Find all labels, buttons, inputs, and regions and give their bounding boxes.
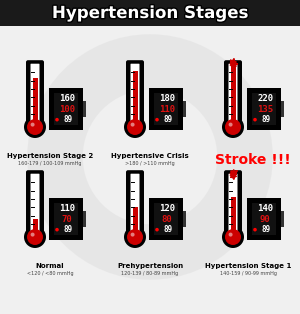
FancyBboxPatch shape xyxy=(247,198,281,240)
Text: 89: 89 xyxy=(164,115,173,124)
FancyBboxPatch shape xyxy=(224,170,242,236)
Circle shape xyxy=(225,229,241,245)
Text: 120-139 / 80-89 mmHg: 120-139 / 80-89 mmHg xyxy=(122,271,178,276)
FancyBboxPatch shape xyxy=(26,60,44,126)
Text: Hypertension Stage 2: Hypertension Stage 2 xyxy=(7,153,93,159)
Circle shape xyxy=(253,228,257,231)
Circle shape xyxy=(222,116,244,138)
Bar xyxy=(154,93,178,125)
Text: 89: 89 xyxy=(64,225,73,234)
FancyBboxPatch shape xyxy=(130,64,140,123)
Text: 120: 120 xyxy=(159,204,175,213)
Circle shape xyxy=(27,119,43,135)
Text: 89: 89 xyxy=(64,115,73,124)
Circle shape xyxy=(155,118,159,122)
Bar xyxy=(252,203,276,235)
FancyBboxPatch shape xyxy=(149,198,183,240)
Bar xyxy=(0,0,300,26)
Text: 220: 220 xyxy=(257,94,273,103)
Text: 160: 160 xyxy=(59,94,75,103)
Bar xyxy=(230,64,236,122)
Bar xyxy=(281,211,284,227)
Circle shape xyxy=(24,226,46,248)
Circle shape xyxy=(31,122,34,127)
Bar xyxy=(83,101,86,116)
Circle shape xyxy=(27,229,43,245)
Circle shape xyxy=(127,229,143,245)
Circle shape xyxy=(127,119,143,135)
Circle shape xyxy=(130,233,135,237)
Text: 100: 100 xyxy=(59,105,75,113)
Text: 140-159 / 90-99 mmHg: 140-159 / 90-99 mmHg xyxy=(220,271,277,276)
Text: Normal: Normal xyxy=(36,263,64,269)
Text: 90: 90 xyxy=(260,214,271,224)
Bar xyxy=(133,71,137,122)
Bar xyxy=(183,101,186,116)
Bar xyxy=(281,101,284,116)
Text: Hypertension Stage 1: Hypertension Stage 1 xyxy=(205,263,291,269)
Text: 135: 135 xyxy=(257,105,273,113)
Circle shape xyxy=(130,122,135,127)
Bar xyxy=(230,197,236,232)
Bar xyxy=(183,211,186,227)
Circle shape xyxy=(222,226,244,248)
Text: 70: 70 xyxy=(62,214,73,224)
FancyBboxPatch shape xyxy=(149,88,183,130)
Text: 89: 89 xyxy=(262,115,271,124)
Circle shape xyxy=(253,118,257,122)
Circle shape xyxy=(31,233,34,237)
Text: 160-179 / 100-109 mmHg: 160-179 / 100-109 mmHg xyxy=(18,161,82,166)
Circle shape xyxy=(55,228,59,231)
Bar xyxy=(133,207,137,232)
Bar xyxy=(54,203,78,235)
Circle shape xyxy=(124,226,146,248)
FancyBboxPatch shape xyxy=(247,88,281,130)
Bar xyxy=(32,219,38,232)
FancyBboxPatch shape xyxy=(224,60,242,126)
Text: 140: 140 xyxy=(257,204,273,213)
Text: 89: 89 xyxy=(262,225,271,234)
FancyBboxPatch shape xyxy=(49,88,83,130)
FancyBboxPatch shape xyxy=(31,174,40,233)
Text: Hypertension Stages: Hypertension Stages xyxy=(52,4,248,22)
FancyBboxPatch shape xyxy=(26,170,44,236)
Text: 110: 110 xyxy=(59,204,75,213)
Circle shape xyxy=(24,116,46,138)
FancyBboxPatch shape xyxy=(130,174,140,233)
Text: 80: 80 xyxy=(162,214,172,224)
Bar xyxy=(54,93,78,125)
Text: 89: 89 xyxy=(164,225,173,234)
Bar xyxy=(252,93,276,125)
FancyBboxPatch shape xyxy=(229,64,238,123)
FancyBboxPatch shape xyxy=(126,60,144,126)
Bar xyxy=(154,203,178,235)
FancyBboxPatch shape xyxy=(31,64,40,123)
Text: Stroke !!!: Stroke !!! xyxy=(215,153,291,167)
Text: <120 / <80 mmHg: <120 / <80 mmHg xyxy=(27,271,73,276)
Text: 180: 180 xyxy=(159,94,175,103)
Text: >180 / >110 mmHg: >180 / >110 mmHg xyxy=(125,161,175,166)
Circle shape xyxy=(55,118,59,122)
FancyBboxPatch shape xyxy=(126,170,144,236)
Text: Hypertensive Crisis: Hypertensive Crisis xyxy=(111,153,189,159)
Text: Prehypertension: Prehypertension xyxy=(117,263,183,269)
Circle shape xyxy=(124,116,146,138)
Circle shape xyxy=(229,122,232,127)
Bar xyxy=(32,78,38,122)
FancyBboxPatch shape xyxy=(49,198,83,240)
Circle shape xyxy=(225,119,241,135)
Text: 110: 110 xyxy=(159,105,175,113)
Circle shape xyxy=(229,233,232,237)
FancyBboxPatch shape xyxy=(229,174,238,233)
Circle shape xyxy=(155,228,159,231)
Bar xyxy=(83,211,86,227)
